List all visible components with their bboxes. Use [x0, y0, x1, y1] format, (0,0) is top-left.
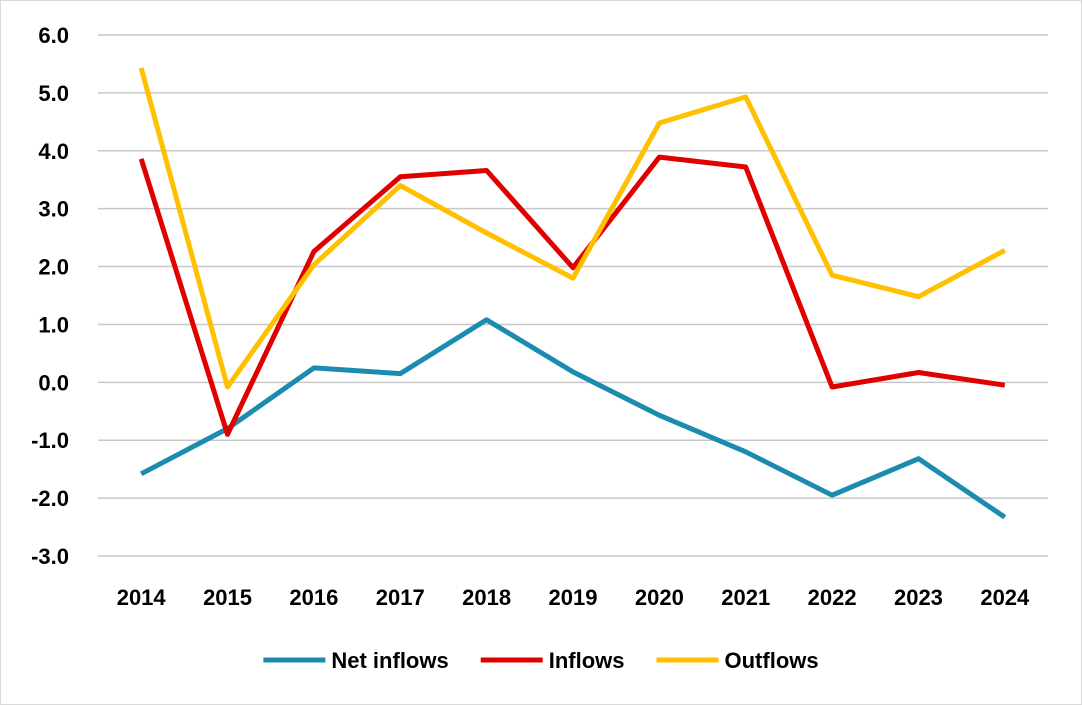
legend-label: Net inflows: [331, 648, 448, 673]
x-tick-label: 2017: [376, 585, 425, 610]
x-tick-label: 2015: [203, 585, 252, 610]
x-tick-label: 2019: [549, 585, 598, 610]
y-tick-label: -2.0: [31, 486, 69, 511]
series-line-inflows: [138, 154, 1006, 437]
legend-item-inflows: Inflows: [480, 648, 625, 673]
x-tick-label: 2023: [894, 585, 943, 610]
legend-item-outflows: Outflows: [656, 648, 819, 673]
x-tick-label: 2014: [117, 585, 167, 610]
x-tick-label: 2020: [635, 585, 684, 610]
legend-item-net-inflows: Net inflows: [263, 648, 449, 673]
y-tick-label: 0.0: [38, 370, 69, 395]
series-lines: [138, 67, 1007, 520]
x-tick-label: 2021: [721, 585, 770, 610]
x-tick-label: 2022: [808, 585, 857, 610]
y-axis-tick-labels: -3.0 -2.0 -1.0 0.0 1.0 2.0 3.0 4.0 5.0 6.0: [31, 23, 69, 569]
y-tick-label: -3.0: [31, 544, 69, 569]
y-tick-label: 4.0: [38, 139, 69, 164]
x-axis-tick-labels: 2014 2015 2016 2017 2018 2019 2020 2021 2022 2023…: [117, 585, 1030, 610]
x-tick-label: 2018: [462, 585, 511, 610]
series-line-outflows: [138, 67, 1006, 390]
legend: Net inflows Inflows Outflows: [263, 648, 819, 673]
legend-label: Inflows: [549, 648, 625, 673]
x-tick-label: 2024: [980, 585, 1030, 610]
y-tick-label: 3.0: [38, 197, 69, 222]
x-tick-label: 2016: [289, 585, 338, 610]
legend-label: Outflows: [725, 648, 819, 673]
y-tick-label: 6.0: [38, 23, 69, 48]
y-tick-label: 1.0: [38, 312, 69, 337]
y-tick-label: -1.0: [31, 428, 69, 453]
y-tick-label: 2.0: [38, 255, 69, 280]
series-line-net-inflows: [140, 317, 1007, 520]
y-tick-label: 5.0: [38, 81, 69, 106]
